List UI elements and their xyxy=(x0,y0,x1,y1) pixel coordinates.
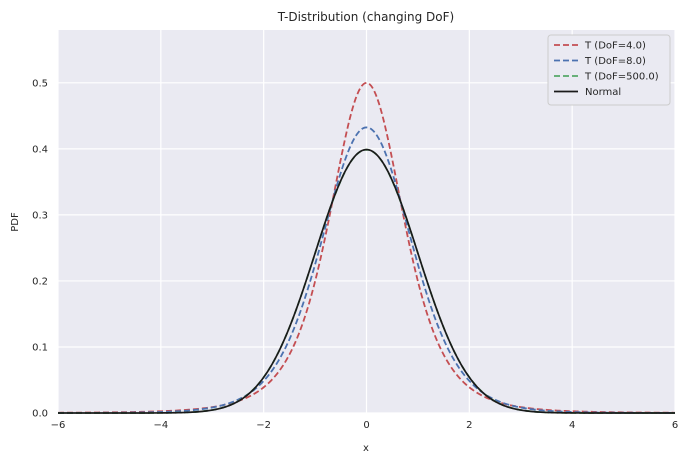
legend-label: Normal xyxy=(585,87,621,98)
x-tick-label: −6 xyxy=(51,420,66,431)
legend-label: T (DoF=500.0) xyxy=(584,72,659,83)
y-tick-label: 0.1 xyxy=(32,342,48,353)
y-tick-label: 0.3 xyxy=(32,210,48,221)
chart-title: T-Distribution (changing DoF) xyxy=(277,10,454,24)
x-axis-ticks: −6 −4 −2 0 2 4 6 xyxy=(51,420,679,431)
x-tick-label: −2 xyxy=(256,420,271,431)
y-tick-label: 0.2 xyxy=(32,276,48,287)
y-tick-label: 0.4 xyxy=(32,144,48,155)
y-axis-ticks: 0.0 0.1 0.2 0.3 0.4 0.5 xyxy=(32,78,48,419)
y-tick-label: 0.5 xyxy=(32,78,48,89)
series-layer xyxy=(58,81,675,414)
y-axis-label: PDF xyxy=(10,212,21,232)
series-line-normal xyxy=(58,148,675,414)
legend-box xyxy=(547,34,671,106)
x-tick-label: 6 xyxy=(672,420,678,431)
legend-label: T (DoF=4.0) xyxy=(584,41,646,52)
x-tick-label: 4 xyxy=(569,420,575,431)
x-tick-label: 2 xyxy=(466,420,472,431)
series-line-t-dof-8-0 xyxy=(58,126,675,414)
legend: T (DoF=4.0) T (DoF=8.0) T (DoF=500.0) Norma… xyxy=(547,34,671,106)
x-tick-label: 0 xyxy=(363,420,369,431)
legend-label: T (DoF=8.0) xyxy=(584,56,646,67)
y-tick-label: 0.0 xyxy=(32,409,48,420)
x-tick-label: −4 xyxy=(153,420,168,431)
x-axis-label: x xyxy=(363,443,369,454)
